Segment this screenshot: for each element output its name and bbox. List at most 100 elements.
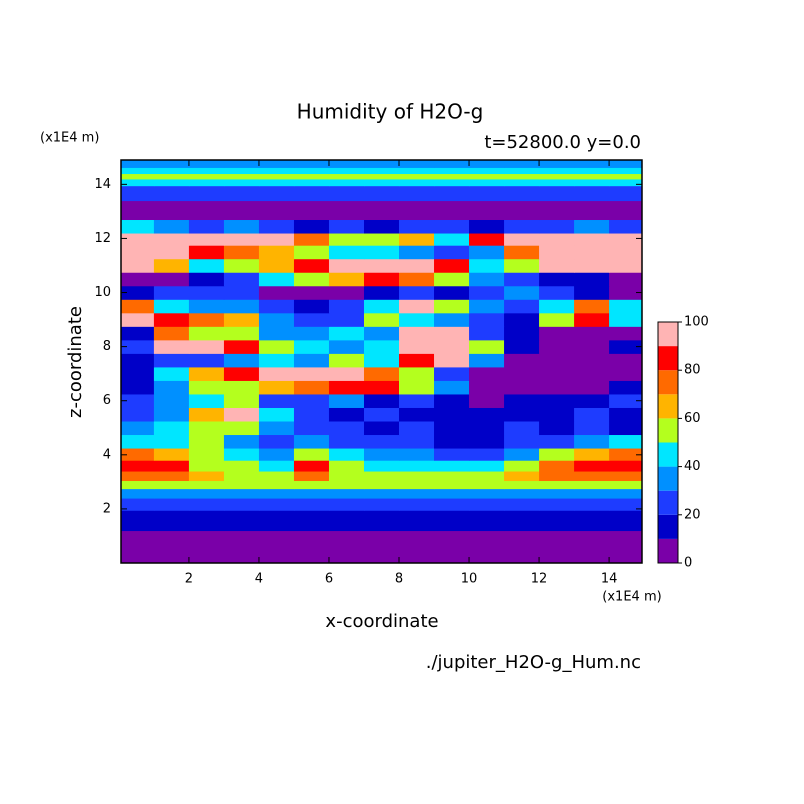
contour-cell bbox=[153, 178, 190, 187]
contour-cell bbox=[469, 407, 505, 422]
contour-cell bbox=[153, 488, 190, 499]
contour-cell bbox=[121, 339, 155, 354]
contour-cell bbox=[574, 299, 610, 314]
contour-cell bbox=[539, 200, 575, 221]
contour-cell bbox=[293, 326, 330, 341]
contour-cell bbox=[223, 434, 260, 449]
contour-cell bbox=[539, 178, 575, 187]
contour-cell bbox=[258, 339, 295, 354]
contour-cell bbox=[223, 480, 260, 490]
contour-cell bbox=[574, 393, 610, 408]
contour-cell bbox=[434, 326, 470, 341]
contour-cell bbox=[539, 366, 575, 381]
contour-cell bbox=[121, 448, 155, 461]
contour-cell bbox=[188, 173, 225, 180]
contour-cell bbox=[363, 299, 400, 314]
contour-cell bbox=[328, 353, 365, 368]
contour-cell bbox=[223, 167, 260, 175]
contour-cell bbox=[363, 173, 400, 180]
contour-cell bbox=[363, 471, 400, 482]
contour-cell bbox=[504, 448, 540, 461]
contour-cell bbox=[609, 471, 643, 482]
contour-cell bbox=[539, 407, 575, 422]
contour-cell bbox=[399, 312, 435, 327]
contour-cell bbox=[121, 160, 155, 168]
contour-cell bbox=[574, 285, 610, 300]
contour-cell bbox=[188, 510, 225, 532]
contour-cell bbox=[328, 299, 365, 314]
contour-cell bbox=[539, 488, 575, 499]
contour-cell bbox=[434, 407, 470, 422]
contour-cell bbox=[574, 312, 610, 327]
contour-cell bbox=[121, 185, 155, 202]
chart-title: Humidity of H2O-g bbox=[297, 100, 484, 124]
contour-cell bbox=[293, 510, 330, 532]
x-tick-label: 8 bbox=[395, 572, 403, 587]
contour-cell bbox=[609, 498, 643, 511]
contour-cell bbox=[223, 326, 260, 341]
contour-cell bbox=[469, 173, 505, 180]
contour-cell bbox=[399, 233, 435, 246]
contour-cell bbox=[363, 510, 400, 532]
contour-cell bbox=[328, 480, 365, 490]
contour-cell bbox=[504, 185, 540, 202]
contour-cell bbox=[434, 200, 470, 221]
contour-cell bbox=[258, 480, 295, 490]
contour-cell bbox=[574, 233, 610, 246]
contour-cell bbox=[609, 421, 643, 436]
contour-cell bbox=[293, 272, 330, 287]
colorbar-swatch bbox=[658, 466, 678, 491]
contour-cell bbox=[293, 471, 330, 482]
colorbar-tick-label: 0 bbox=[684, 556, 692, 571]
contour-cell bbox=[223, 245, 260, 260]
contour-cell bbox=[121, 200, 155, 221]
contour-cell bbox=[188, 434, 225, 449]
contour-cell bbox=[539, 380, 575, 395]
contour-cell bbox=[188, 185, 225, 202]
contour-cell bbox=[363, 167, 400, 175]
contour-cell bbox=[188, 339, 225, 354]
contour-cell bbox=[504, 285, 540, 300]
contour-cell bbox=[153, 160, 190, 168]
contour-cell bbox=[469, 480, 505, 490]
contour-cell bbox=[258, 460, 295, 472]
contour-cell bbox=[363, 160, 400, 168]
contour-cell bbox=[121, 498, 155, 511]
contour-cell bbox=[153, 185, 190, 202]
colorbar-swatch bbox=[658, 322, 678, 347]
contour-cell bbox=[223, 185, 260, 202]
contour-cell bbox=[434, 488, 470, 499]
contour-cell bbox=[609, 460, 643, 472]
contour-cell bbox=[121, 393, 155, 408]
contour-cell bbox=[293, 421, 330, 436]
contour-cell bbox=[539, 312, 575, 327]
contour-cell bbox=[609, 339, 643, 354]
contour-cell bbox=[469, 339, 505, 354]
contour-cell bbox=[328, 185, 365, 202]
contour-cell bbox=[539, 530, 575, 564]
contour-cell bbox=[328, 233, 365, 246]
contour-cell bbox=[434, 434, 470, 449]
contour-cell bbox=[609, 448, 643, 461]
contour-cell bbox=[328, 393, 365, 408]
contour-cell bbox=[399, 160, 435, 168]
contour-cell bbox=[223, 530, 260, 564]
contour-cell bbox=[328, 434, 365, 449]
contour-cell bbox=[258, 530, 295, 564]
contour-cell bbox=[469, 200, 505, 221]
contour-cell bbox=[188, 167, 225, 175]
contour-cell bbox=[363, 326, 400, 341]
contour-cell bbox=[434, 460, 470, 472]
contour-cell bbox=[469, 471, 505, 482]
contour-cell bbox=[434, 219, 470, 234]
contour-cell bbox=[469, 380, 505, 395]
contour-cell bbox=[258, 185, 295, 202]
contour-cell bbox=[328, 488, 365, 499]
contour-cell bbox=[121, 299, 155, 314]
contour-cell bbox=[399, 219, 435, 234]
y-tick-label: 10 bbox=[94, 285, 111, 300]
contour-cell bbox=[399, 488, 435, 499]
contour-cell bbox=[399, 285, 435, 300]
contour-cell bbox=[223, 471, 260, 482]
contour-cell bbox=[399, 299, 435, 314]
